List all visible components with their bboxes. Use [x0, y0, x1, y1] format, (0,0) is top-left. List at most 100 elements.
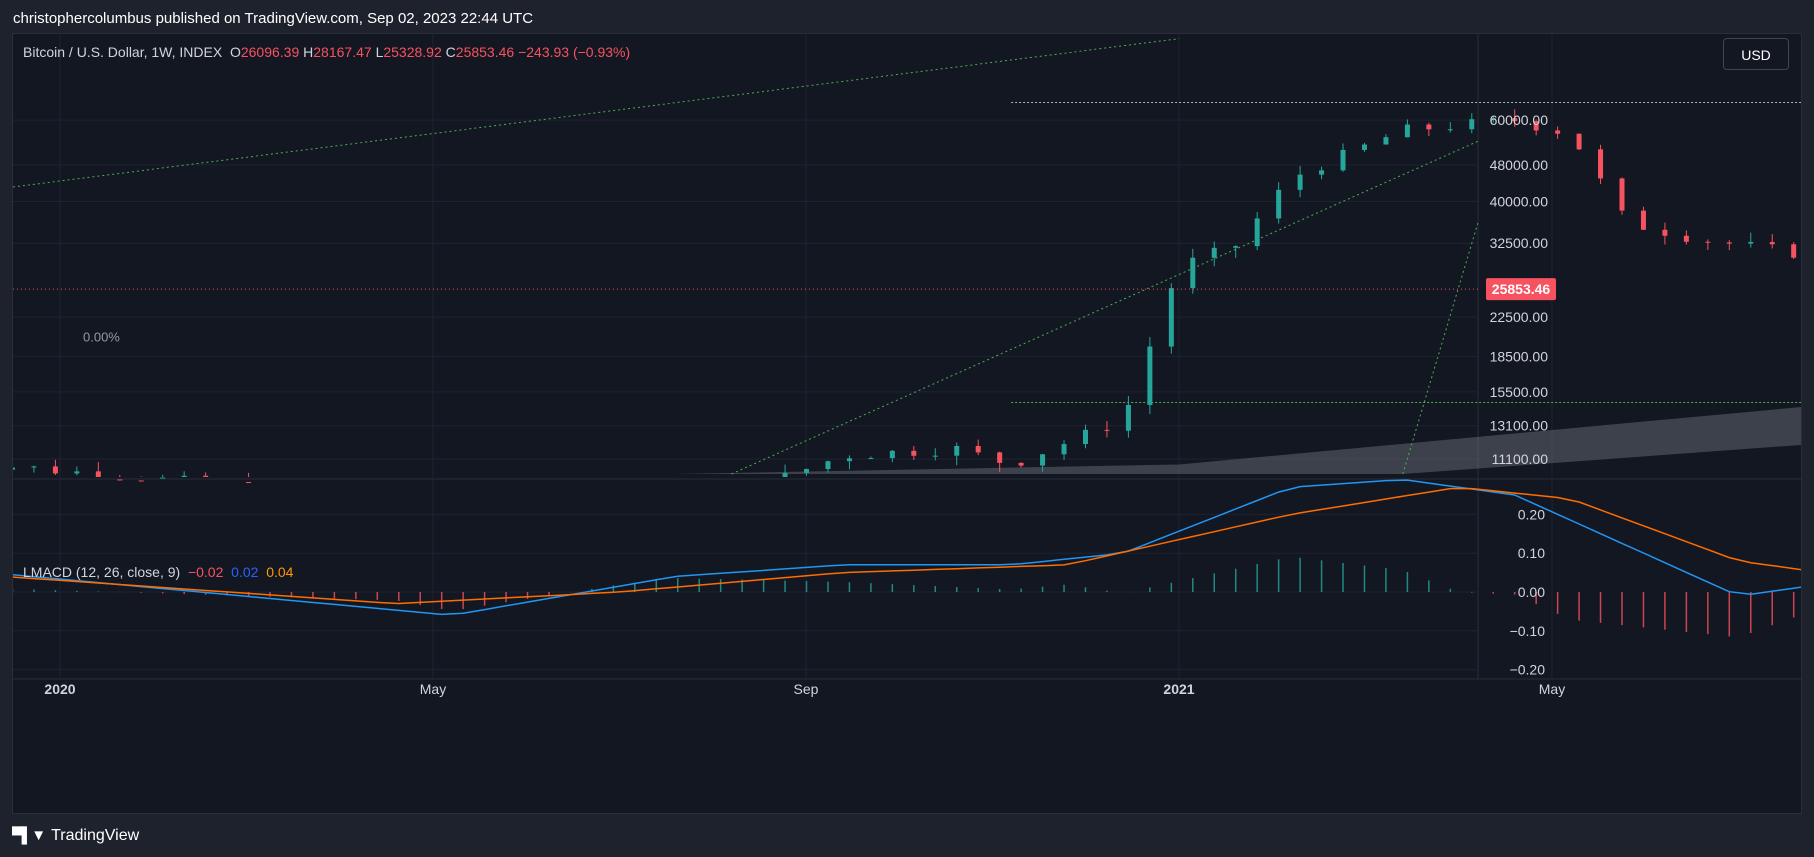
macd-tick-label: 0.00: [1518, 584, 1545, 600]
open-value: 26096.39: [240, 44, 300, 60]
candle-body: [1533, 121, 1539, 131]
candle-body: [1190, 257, 1196, 289]
candle-body: [1469, 119, 1475, 130]
price-tick-label: 13100.00: [1490, 418, 1549, 434]
time-tick-label: 2021: [1163, 681, 1194, 697]
macd-tick-label: 0.20: [1518, 506, 1545, 522]
candle-body: [117, 479, 123, 481]
candle-body: [1340, 149, 1346, 171]
symbol-legend: Bitcoin / U.S. Dollar, 1W, INDEX O26096.…: [23, 44, 630, 60]
indicator-value-3: 0.04: [266, 564, 294, 580]
candle-body: [804, 469, 810, 473]
candle-body: [1683, 235, 1689, 242]
channel-upper-line: [731, 140, 1479, 475]
macd-tick-label: −0.10: [1510, 623, 1546, 639]
price-tick-label: 11100.00: [1492, 451, 1549, 467]
symbol-name: Bitcoin / U.S. Dollar, 1W, INDEX: [23, 44, 223, 60]
candle-body: [1125, 404, 1131, 431]
candle-body: [932, 455, 938, 457]
brand-name[interactable]: TradingView: [51, 827, 140, 844]
candle-body: [1404, 124, 1410, 138]
candle-body: [1426, 124, 1432, 130]
candle-body: [1297, 174, 1303, 190]
price-chart[interactable]: 0.00%0.00%50.00% 25853.46 00.2360.3820.5…: [13, 34, 1802, 814]
price-tick-label: 15500.00: [1490, 384, 1549, 400]
candle-body: [1576, 133, 1582, 150]
change-value: −243.93 (−0.93%): [518, 44, 631, 60]
candle-body: [1555, 130, 1561, 134]
price-tick-label: 18500.00: [1490, 348, 1549, 364]
close-value: 25853.46: [455, 44, 515, 60]
footer: ▀▌▼ TradingView: [12, 822, 139, 850]
indicator-value-2: 0.02: [231, 564, 259, 580]
price-tick-label: 22500.00: [1490, 309, 1549, 325]
candle-body: [954, 445, 960, 456]
channel-drawings: 0.00%0.00%50.00%: [13, 38, 1801, 475]
candle-body: [1640, 210, 1646, 230]
candle-body: [1619, 178, 1625, 211]
candle-body: [95, 471, 101, 477]
candle-body: [1748, 241, 1754, 244]
candle-body: [1598, 149, 1604, 179]
candle-body: [997, 452, 1003, 463]
macd-tick-label: 0.10: [1518, 545, 1545, 561]
candle-body: [181, 475, 187, 477]
candle-body: [52, 466, 58, 474]
time-tick-label: Sep: [794, 681, 819, 697]
left-level-label: 0.00%: [83, 330, 120, 345]
candle-body: [1211, 247, 1217, 258]
candle-body: [160, 477, 166, 479]
tradingview-logo-icon[interactable]: ▀▌▼: [12, 827, 46, 844]
candle-body: [1276, 189, 1282, 219]
candle-body: [1104, 429, 1110, 431]
candle-body: [868, 458, 874, 460]
candle-body: [782, 472, 788, 477]
high-label: H: [303, 44, 314, 60]
candle-body: [975, 445, 981, 453]
high-value: 28167.47: [313, 44, 372, 60]
price-tick-label: 60000.00: [1490, 112, 1549, 128]
candle-body: [203, 475, 209, 477]
indicator-name: LMACD (12, 26, close, 9): [23, 564, 181, 580]
axes: 60000.00 48000.00 40000.00 32500.00 22500.00…: [44, 112, 1565, 697]
candle-body: [825, 461, 831, 470]
indicator-legend: LMACD (12, 26, close, 9) −0.02 0.02 0.04: [23, 564, 293, 580]
candle-body: [1361, 144, 1367, 150]
candles: 25853.46: [13, 109, 1797, 484]
candle-body: [1791, 244, 1797, 258]
candle-body: [1233, 246, 1239, 248]
candle-body: [1319, 170, 1325, 175]
candle-body: [1383, 137, 1389, 145]
chart-frame[interactable]: 0.00%0.00%50.00% 25853.46 00.2360.3820.5…: [12, 33, 1802, 814]
price-tick-label: 32500.00: [1490, 235, 1549, 251]
close-label: C: [445, 44, 456, 60]
published-line: christophercolumbus published on Trading…: [13, 10, 534, 27]
macd-line: [13, 479, 1801, 616]
last-price-badge: [1486, 278, 1556, 301]
candle-body: [1040, 454, 1046, 466]
candle-body: [1254, 218, 1260, 247]
candle-body: [1769, 241, 1775, 245]
candle-body: [1147, 346, 1153, 405]
upper-channel-line: [13, 38, 1180, 188]
grid: [13, 34, 1801, 680]
channel-lower-line: [1402, 222, 1479, 475]
candle-body: [13, 467, 15, 470]
price-tick-label: 40000.00: [1490, 194, 1549, 210]
time-tick-label: 2020: [44, 681, 75, 697]
macd-pane: [13, 479, 1801, 637]
low-value: 25328.92: [383, 44, 442, 60]
candle-body: [1662, 229, 1668, 236]
candle-body: [31, 466, 37, 468]
open-label: O: [229, 44, 241, 60]
candle-body: [911, 450, 917, 456]
channel-fill: [675, 407, 1801, 474]
candle-body: [1705, 241, 1711, 243]
candle-body: [1447, 129, 1453, 131]
candle-body: [1512, 118, 1518, 122]
currency-button[interactable]: USD: [1723, 38, 1789, 70]
candle-body: [1082, 429, 1088, 445]
candle-body: [1490, 118, 1496, 120]
candle-body: [846, 458, 852, 462]
last-price-label: 25853.46: [1492, 281, 1551, 297]
